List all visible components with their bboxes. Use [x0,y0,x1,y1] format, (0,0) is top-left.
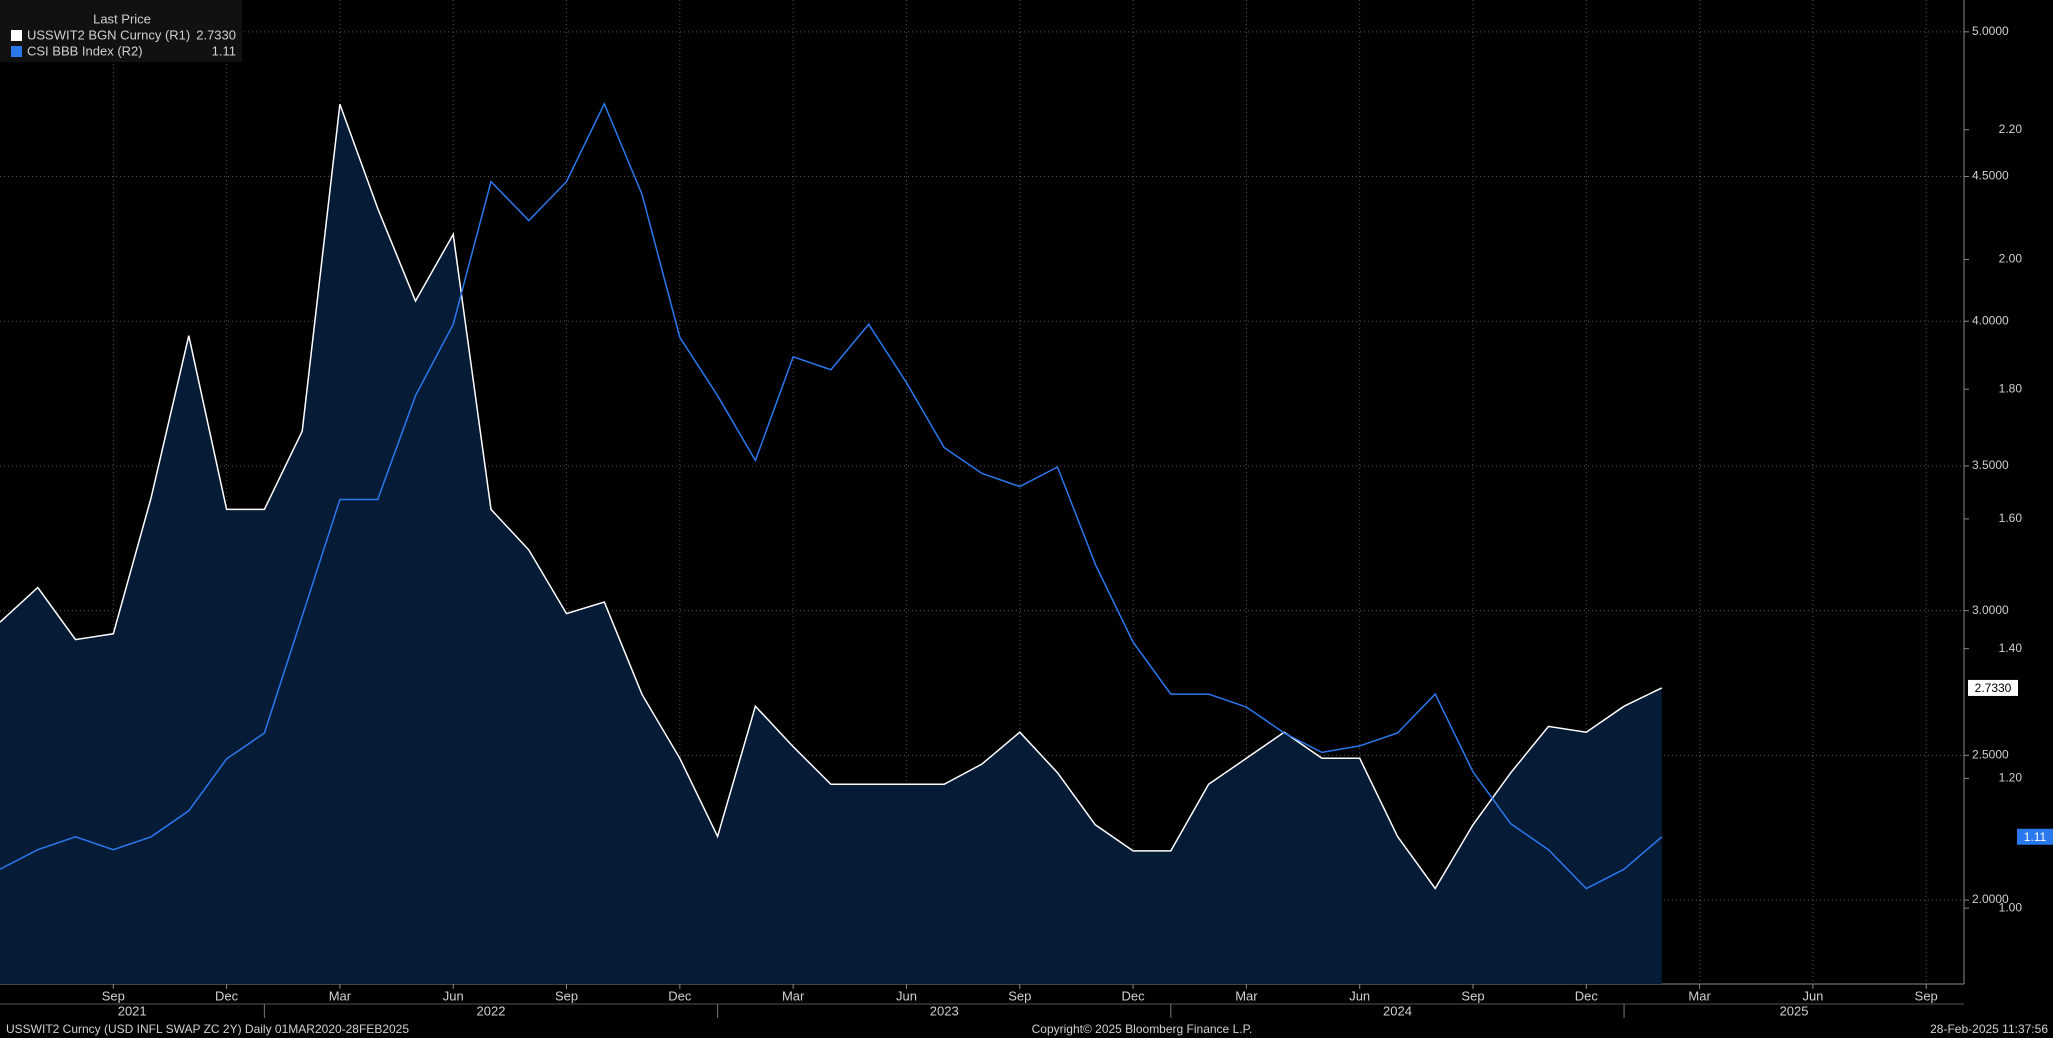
x-tick-label: Mar [782,988,805,1003]
x-tick-label: Sep [102,988,125,1003]
x-tick-label: Dec [1122,988,1146,1003]
x-tick-label: Dec [668,988,692,1003]
legend-swatch [11,46,22,57]
y-tick-label: 4.5000 [1972,169,2009,183]
legend-value: 1.11 [212,43,236,58]
y-tick-label: 3.0000 [1972,603,2009,617]
y2-tick-label: 2.00 [1999,252,2023,266]
y2-tick-label: 1.60 [1999,511,2023,525]
x-tick-label: Dec [215,988,239,1003]
x-tick-label: Sep [1461,988,1484,1003]
year-label: 2025 [1780,1003,1809,1018]
footer-right: 28-Feb-2025 11:37:56 [1930,1022,2048,1036]
y2-tick-label: 1.20 [1999,771,2023,785]
legend-title: Last Price [93,11,151,26]
year-label: 2022 [477,1003,506,1018]
y-tick-label: 4.0000 [1972,313,2009,327]
year-label: 2023 [930,1003,959,1018]
line [0,101,1663,890]
year-label: 2021 [118,1003,147,1018]
y2-tick-label: 1.80 [1999,381,2023,395]
y-tick-label: 3.5000 [1972,458,2009,472]
x-tick-label: Mar [1688,988,1711,1003]
last-value-tag [1968,679,2018,696]
line [0,103,1663,890]
last-value-label: 2.7330 [1975,681,2012,695]
y-tick-label: 5.0000 [1972,24,2009,38]
legend-label: USSWIT2 BGN Curncy (R1) [27,27,190,42]
footer-left: USSWIT2 Curncy (USD INFL SWAP ZC 2Y) Dai… [6,1022,409,1036]
year-label: 2024 [1383,1003,1412,1018]
x-tick-label: Sep [1008,988,1031,1003]
footer-center: Copyright© 2025 Bloomberg Finance L.P. [1032,1022,1253,1036]
last-value-tag [2017,828,2053,845]
legend-box [0,0,242,62]
legend-value: 2.7330 [196,27,236,42]
x-tick-label: Mar [1235,988,1258,1003]
x-tick-label: Jun [1802,988,1823,1003]
y2-tick-label: 1.40 [1999,641,2023,655]
x-tick-label: Sep [1915,988,1938,1003]
x-tick-label: Sep [555,988,578,1003]
y-tick-label: 2.5000 [1972,748,2009,762]
x-tick-label: Jun [896,988,917,1003]
x-tick-label: Jun [443,988,464,1003]
x-tick-label: Dec [1575,988,1599,1003]
x-tick-label: Jun [1349,988,1370,1003]
y2-tick-label: 1.00 [1999,900,2023,914]
y-tick-label: 2.0000 [1972,892,2009,906]
legend-swatch [11,30,22,41]
last-value-label: 1.11 [2024,830,2047,844]
area [0,104,1662,984]
x-tick-label: Mar [329,988,352,1003]
legend-label: CSI BBB Index (R2) [27,43,143,58]
y2-tick-label: 2.20 [1999,122,2023,136]
